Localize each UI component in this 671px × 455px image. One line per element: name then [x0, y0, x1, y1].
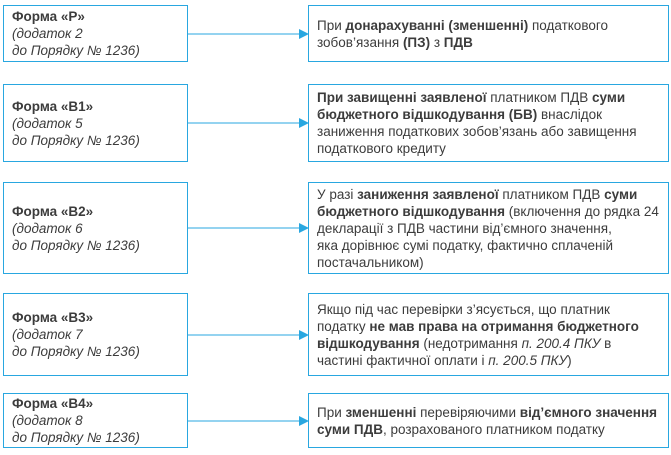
arrow-connector [187, 182, 309, 274]
description-text: При завищенні заявленої платником ПДВ су… [317, 90, 637, 156]
flow-row: Форма «В2» (додаток 6 до Порядку № 1236)… [3, 182, 669, 274]
arrow-line [187, 33, 301, 34]
description-box: При донарахуванні (зменшенні) податковог… [308, 5, 669, 62]
arrow-connector [187, 5, 309, 62]
arrow-head-icon [299, 118, 309, 128]
arrow-line [187, 334, 301, 335]
description-box: При зменшенні перевіряючими від’ємного з… [308, 393, 669, 448]
form-box: Форма «В3» (додаток 7 до Порядку № 1236) [3, 293, 188, 376]
form-subtitle-line: (додаток 7 [12, 327, 83, 342]
description-text: При донарахуванні (зменшенні) податковог… [317, 17, 608, 50]
arrow-connector [187, 84, 309, 162]
flow-row: Форма «В4» (додаток 8 до Порядку № 1236)… [3, 393, 669, 448]
description-box: Якщо під час перевірки з’ясується, що пл… [308, 293, 669, 376]
flow-row: Форма «В1» (додаток 5 до Порядку № 1236)… [3, 84, 669, 162]
form-title: Форма «В1» [12, 98, 94, 114]
form-subtitle-line: до Порядку № 1236) [12, 430, 140, 445]
form-subtitle-line: до Порядку № 1236) [12, 43, 140, 58]
form-title: Форма «В3» [12, 310, 94, 325]
arrow-head-icon [299, 223, 309, 233]
arrow-line [187, 122, 301, 124]
arrow-line [187, 420, 301, 421]
description-text: Якщо під час перевірки з’ясується, що пл… [317, 301, 639, 368]
form-box: Форма «Р» (додаток 2 до Порядку № 1236) [3, 5, 188, 62]
form-box: Форма «В2» (додаток 6 до Порядку № 1236) [3, 182, 188, 274]
form-subtitle-line: (додаток 5 [12, 115, 83, 131]
flow-row: Форма «В3» (додаток 7 до Порядку № 1236)… [3, 293, 669, 376]
arrow-head-icon [299, 28, 309, 39]
form-subtitle-line: (додаток 6 [12, 220, 83, 236]
form-box: Форма «В4» (додаток 8 до Порядку № 1236) [3, 393, 188, 448]
arrow-connector [187, 293, 309, 376]
flow-row: Форма «Р» (додаток 2 до Порядку № 1236) … [3, 5, 669, 62]
form-title: Форма «В4» [12, 396, 94, 411]
form-subtitle-line: до Порядку № 1236) [12, 237, 140, 253]
arrow-connector [187, 393, 309, 448]
form-subtitle-line: до Порядку № 1236) [12, 132, 140, 148]
description-box: У разі заниження заявленої платником ПДВ… [308, 182, 669, 274]
arrow-head-icon [299, 329, 309, 340]
form-subtitle-line: до Порядку № 1236) [12, 344, 140, 359]
description-text: При зменшенні перевіряючими від’ємного з… [317, 404, 657, 437]
description-box: При завищенні заявленої платником ПДВ су… [308, 84, 669, 162]
arrow-head-icon [299, 415, 309, 426]
form-subtitle-line: (додаток 8 [12, 413, 83, 428]
form-subtitle-line: (додаток 2 [12, 26, 83, 41]
form-title: Форма «В2» [12, 203, 94, 219]
form-box: Форма «В1» (додаток 5 до Порядку № 1236) [3, 84, 188, 162]
arrow-line [187, 227, 301, 229]
description-text: У разі заниження заявленої платником ПДВ… [317, 186, 659, 270]
form-title: Форма «Р» [12, 9, 85, 24]
